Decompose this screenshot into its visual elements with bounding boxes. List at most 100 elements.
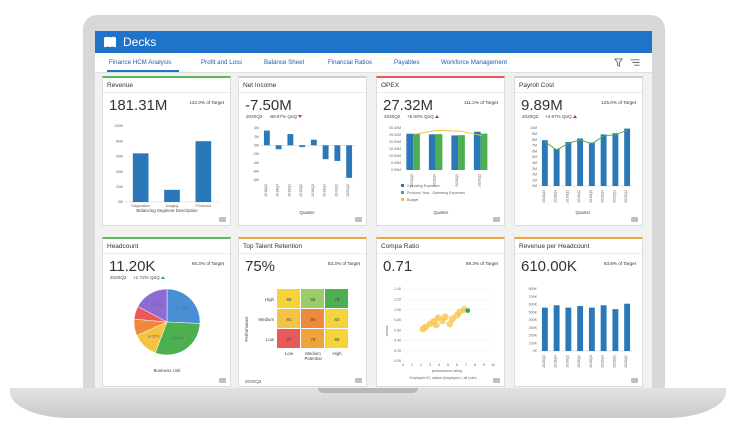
y-tick-label: 5.00M	[391, 161, 401, 165]
y-tick-label: 7M	[532, 144, 537, 148]
y-tick-label: 4M	[254, 126, 259, 130]
tab-finance-hcm-analysis[interactable]: Finance HCM Analysis	[109, 59, 172, 66]
card-title: Net Income	[243, 82, 277, 89]
bar	[612, 309, 619, 351]
net-income-card[interactable]: Net Income -7.50M 2020Q2 -88.87% QoQ 4M 2…	[238, 76, 367, 226]
x-tick-label: 2	[420, 363, 422, 367]
x-tick-label: 2019Q2	[577, 190, 581, 203]
x-axis-label: Quarter	[576, 210, 591, 215]
x-tick-label: 4	[438, 363, 440, 367]
x-tick-label: 2018Q4	[276, 184, 280, 197]
x-tick-label: 2019Q4	[433, 174, 437, 187]
bar	[600, 134, 607, 186]
bar	[334, 145, 341, 161]
y-tick-label: 6M	[532, 149, 537, 153]
target-percent: 132.3% of Target	[189, 100, 224, 105]
scatter-point	[432, 321, 440, 329]
x-tick-label: 2018Q3	[542, 355, 546, 368]
bar	[473, 131, 481, 170]
tab-financial-ratios[interactable]: Financial Ratios	[328, 59, 373, 66]
tab-profit-and-loss[interactable]: Profit and Loss	[201, 59, 243, 66]
decks-logo-icon	[104, 36, 116, 48]
tab-balance-sheet[interactable]: Balance Sheet	[264, 59, 305, 66]
card-options-icon[interactable]	[355, 217, 362, 222]
card-title: OPEX	[381, 82, 400, 89]
heatmap-cell	[301, 329, 324, 348]
trend-up-icon	[434, 115, 439, 119]
y-tick-label: 40M	[116, 170, 123, 174]
card-options-icon[interactable]	[631, 378, 638, 383]
kpi-value: 610.00K	[521, 258, 577, 275]
payroll-cost-card[interactable]: Payroll Cost 9.89M 125.0% of Target 2020…	[514, 76, 643, 226]
revenue-card[interactable]: Revenue 181.31M 132.3% of Target 100M 80M…	[102, 76, 231, 226]
heatmap-col-label: Low	[285, 351, 294, 356]
compa-scatter-chart: compa 1.40 1.20 1.00 0.80 0.60 0.40 0.20 0.000 1…	[385, 287, 495, 380]
headcount-card[interactable]: Headcount 11.20K 60.3% of Target 2020Q2 …	[102, 237, 231, 387]
card-options-icon[interactable]	[219, 378, 226, 383]
y-tick-label: 0M	[254, 144, 259, 148]
net-income-bar-chart: 4M 2M 0M -2M -4M -6M -8M 2018Q3 2018Q4 2019Q1 2019…	[253, 126, 355, 215]
pie-slice-label: 15.00%	[172, 337, 185, 341]
card-options-icon[interactable]	[493, 378, 500, 383]
bar	[588, 307, 595, 351]
y-tick-label: 1.00	[394, 308, 401, 312]
x-tick-label: 2019Q4	[601, 190, 605, 203]
bar	[406, 133, 414, 170]
y-tick-label: -2M	[253, 152, 259, 156]
x-tick-label: 2019Q4	[601, 355, 605, 368]
tab-workforce-management[interactable]: Workforce Management	[441, 59, 507, 66]
heatmap-row-label: Medium	[258, 317, 274, 322]
compa-ratio-card[interactable]: Compa Ratio 0.71 89.3% of Target compa 1…	[376, 237, 505, 387]
heatmap-col-label: Medium	[305, 351, 321, 356]
heatmap-col-label: High	[332, 351, 342, 356]
x-tick-label: 2019Q1	[287, 184, 291, 197]
x-tick-label: 2019Q3	[589, 190, 593, 203]
menu-icon[interactable]	[630, 58, 640, 67]
heatmap-cell	[301, 309, 324, 328]
bar	[263, 130, 270, 146]
active-tab-indicator	[107, 70, 179, 72]
heatmap-cell-value: 85	[311, 297, 316, 302]
y-tick-label: 400K	[529, 318, 538, 322]
chart-caption: Employee ID, status (employee) / all (ro…	[409, 376, 476, 380]
x-tick-label: 9	[483, 363, 485, 367]
x-tick-label: 7	[465, 363, 467, 367]
x-axis-label: Quarter	[300, 210, 315, 215]
x-tick-label: 2020Q1	[334, 184, 338, 197]
revenue-per-headcount-card[interactable]: Revenue per Headcount 610.00K 93.8% of T…	[514, 237, 643, 387]
x-tick-label: 3	[429, 363, 431, 367]
app-title: Decks	[123, 35, 157, 49]
card-title: Revenue per Headcount	[519, 243, 590, 250]
bar	[577, 306, 584, 351]
y-tick-label: 100M	[114, 124, 123, 128]
pie-slice-label: 23.33%	[151, 303, 164, 307]
target-percent: 125.0% of Target	[601, 100, 636, 105]
y-tick-label: 20M	[116, 185, 123, 189]
filter-icon[interactable]	[614, 58, 623, 67]
bar	[541, 307, 548, 351]
pie-slice-label: 14.52%	[147, 335, 160, 339]
qoq-change: +5.00% QoQ	[407, 114, 439, 119]
x-tick-label: 2018Q4	[554, 190, 558, 203]
period-label: 2020Q2	[110, 275, 127, 280]
card-options-icon[interactable]	[631, 217, 638, 222]
tab-payables[interactable]: Payables	[394, 59, 420, 66]
card-options-icon[interactable]	[219, 217, 226, 222]
y-tick-label: 60M	[116, 155, 123, 159]
heatmap-cell-value: 78	[311, 337, 316, 342]
bar	[451, 135, 459, 170]
bar	[480, 133, 488, 170]
period-label: 2020Q2	[246, 114, 263, 119]
y-tick-label: 2M	[532, 173, 537, 177]
opex-card[interactable]: OPEX 27.32M 111.2% of Target 2020Q2 +5.0…	[376, 76, 505, 226]
y-tick-label: 700K	[529, 295, 538, 299]
card-options-icon[interactable]	[355, 378, 362, 383]
card-options-icon[interactable]	[493, 217, 500, 222]
heatmap-cell	[277, 309, 300, 328]
legend-swatch	[401, 191, 404, 194]
period-label: 2020Q2	[384, 114, 401, 119]
top-talent-retention-card[interactable]: Top Talent Retention 75% 83.3% of Target…	[238, 237, 367, 387]
x-tick-label: 2018Q3	[542, 190, 546, 203]
card-title: Headcount	[107, 243, 139, 250]
heatmap-cell	[325, 289, 348, 308]
